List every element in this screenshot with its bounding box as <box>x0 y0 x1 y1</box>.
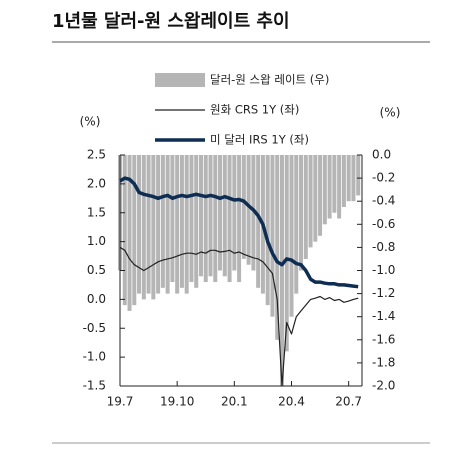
bar <box>122 155 127 306</box>
y2-tick-label: -1.0 <box>372 263 395 277</box>
y-tick-label: 0.0 <box>87 292 106 306</box>
y-tick-label: -0.5 <box>83 321 106 335</box>
y-tick-label: -1.0 <box>83 350 106 364</box>
bar <box>156 155 161 294</box>
bar <box>141 155 146 300</box>
y2-tick-label: -0.8 <box>372 240 395 254</box>
bar <box>275 155 280 340</box>
y2-tick-label: 0.0 <box>372 148 391 162</box>
legend-swatch <box>155 73 205 87</box>
y-tick-label: 0.5 <box>87 263 106 277</box>
bar <box>208 155 213 277</box>
bar <box>308 155 313 248</box>
bar <box>322 155 327 225</box>
bar <box>170 155 175 283</box>
y2-unit: (%) <box>380 106 401 120</box>
bar <box>151 155 156 300</box>
bar <box>356 155 361 196</box>
x-tick-label: 19.10 <box>160 395 194 409</box>
bar <box>351 155 356 202</box>
y2-tick-label: -0.2 <box>372 171 395 185</box>
bar <box>175 155 180 294</box>
legend-label: 원화 CRS 1Y (좌) <box>210 103 299 117</box>
bar <box>256 155 261 288</box>
bar <box>346 155 351 202</box>
bar <box>289 155 294 317</box>
bar <box>198 155 203 277</box>
bar <box>279 155 284 386</box>
bar <box>284 155 289 352</box>
legend-label: 미 달러 IRS 1Y (좌) <box>210 133 309 147</box>
bar <box>132 155 137 306</box>
bar <box>294 155 299 294</box>
bar <box>218 155 223 271</box>
y2-tick-label: -2.0 <box>372 379 395 393</box>
bar <box>303 155 308 259</box>
bar <box>137 155 142 294</box>
bar <box>222 155 227 277</box>
bar <box>337 155 342 219</box>
bar <box>341 155 346 207</box>
bar <box>165 155 170 294</box>
bar <box>246 155 251 265</box>
bar <box>232 155 237 271</box>
y-tick-label: 2.0 <box>87 176 106 190</box>
bar <box>299 155 304 271</box>
y2-tick-label: -1.2 <box>372 286 395 300</box>
bar <box>265 155 270 306</box>
y2-tick-label: -0.4 <box>372 194 395 208</box>
bar <box>189 155 194 283</box>
bar <box>227 155 232 283</box>
bar <box>146 155 151 294</box>
bar <box>313 155 318 242</box>
x-tick-label: 19.7 <box>107 395 134 409</box>
bar <box>179 155 184 288</box>
y2-tick-label: -1.4 <box>372 309 395 323</box>
bar <box>184 155 189 294</box>
y-tick-label: -1.5 <box>83 379 106 393</box>
bar <box>160 155 165 288</box>
bar <box>237 155 242 283</box>
y-tick-label: 1.0 <box>87 234 106 248</box>
bar <box>194 155 199 288</box>
bar <box>203 155 208 283</box>
x-tick-label: 20.4 <box>278 395 305 409</box>
y-tick-label: 2.5 <box>87 148 106 162</box>
chart-title: 1년물 달러-원 스왑레이트 추이 <box>52 11 290 32</box>
x-tick-label: 20.1 <box>221 395 248 409</box>
bar <box>327 155 332 219</box>
bar <box>241 155 246 259</box>
y2-tick-label: -1.6 <box>372 332 395 346</box>
bar <box>127 155 132 311</box>
bar <box>270 155 275 317</box>
y-tick-label: 1.5 <box>87 205 106 219</box>
x-tick-label: 20.7 <box>335 395 362 409</box>
bar <box>213 155 218 283</box>
bar <box>318 155 323 236</box>
bar <box>332 155 337 213</box>
y-unit: (%) <box>80 115 101 129</box>
bar <box>251 155 256 271</box>
legend-label: 달러-원 스왑 레이트 (우) <box>210 73 329 87</box>
y2-tick-label: -0.6 <box>372 217 395 231</box>
line <box>119 246 359 387</box>
line <box>119 176 359 289</box>
y2-tick-label: -1.8 <box>372 355 395 369</box>
